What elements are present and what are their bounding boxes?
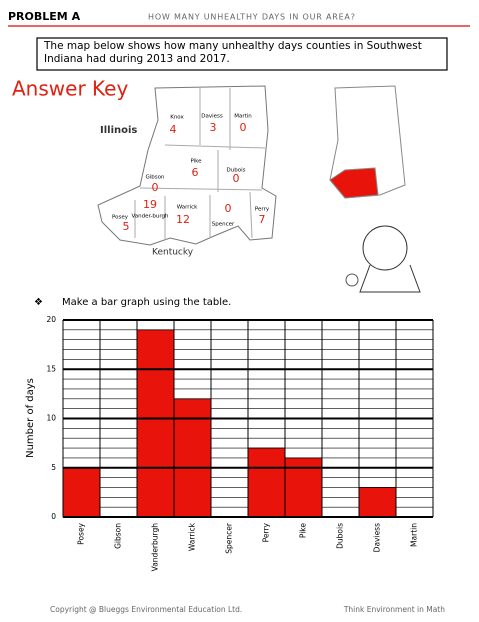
x-tick-label: Daviess <box>373 523 382 552</box>
instruction: Make a bar graph using the table. <box>62 297 231 308</box>
x-tick-label: Martin <box>410 523 419 547</box>
footer-left: Copyright @ Blueggs Environmental Educat… <box>50 605 242 614</box>
county-name: Perry <box>255 207 270 213</box>
county-value: 0 <box>233 172 240 185</box>
county-name: Knox <box>170 115 184 121</box>
y-tick-label: 0 <box>51 512 56 521</box>
y-tick-label: 20 <box>46 315 56 324</box>
county-name: Posey <box>112 215 129 221</box>
county-value: 0 <box>240 121 247 134</box>
x-tick-label: Warrick <box>188 522 197 551</box>
x-tick-label: Pike <box>299 523 308 539</box>
county-borders <box>134 88 266 240</box>
y-tick-label: 5 <box>51 463 56 472</box>
county-value: 3 <box>210 121 217 134</box>
x-tick-label: Posey <box>77 522 86 544</box>
intro-text: The map below shows how many unhealthy d… <box>44 40 422 65</box>
county-value: 0 <box>225 202 232 215</box>
county-name: Pike <box>190 159 202 165</box>
county-name: Warrick <box>177 205 198 211</box>
county-name: Dubois <box>227 168 246 174</box>
y-tick-label: 15 <box>46 364 56 373</box>
cartoon-body <box>359 264 421 293</box>
cartoon-puff <box>345 273 359 287</box>
bar <box>247 447 286 518</box>
county-name: Martin <box>234 114 252 120</box>
county-value: 5 <box>123 220 130 233</box>
footer-right: Think Environment in Math <box>343 605 445 614</box>
x-tick-label: Perry <box>262 522 271 542</box>
county-value: 0 <box>152 181 159 194</box>
state-label: Kentucky <box>152 248 194 258</box>
cartoon-head <box>362 225 408 271</box>
map-outline <box>97 85 277 246</box>
x-tick-label: Gibson <box>114 523 123 549</box>
y-axis-label: Number of days <box>25 378 36 458</box>
intro-box <box>36 37 448 71</box>
bar <box>358 487 397 518</box>
x-tick-label: Vanderburgh <box>151 523 160 572</box>
county-name: Spencer <box>212 222 235 228</box>
header-title: HOW MANY UNHEALTHY DAYS IN OUR AREA? <box>148 13 356 22</box>
x-tick-label: Dubois <box>336 523 345 549</box>
answer-key: Answer Key <box>12 77 128 101</box>
bullet: ❖ <box>34 297 43 308</box>
county-name: Vander-burgh <box>131 214 169 220</box>
bar <box>136 329 175 518</box>
county-value: 6 <box>192 166 199 179</box>
county-value: 12 <box>176 213 190 226</box>
y-tick-label: 10 <box>46 414 56 423</box>
county-value: 7 <box>259 213 266 226</box>
x-tick-label: Spencer <box>225 522 234 554</box>
county-name: Daviess <box>201 114 223 120</box>
county-name: Gibson <box>146 175 166 181</box>
problem-label: PROBLEM A <box>8 10 81 23</box>
bar <box>62 467 101 518</box>
county-value: 4 <box>170 123 177 136</box>
intro-wrap: The map below shows how many unhealthy d… <box>44 40 422 65</box>
indiana-highlight <box>329 167 379 199</box>
bar <box>173 398 212 518</box>
county-value: 19 <box>143 198 157 211</box>
state-label: Illinois <box>100 125 137 136</box>
